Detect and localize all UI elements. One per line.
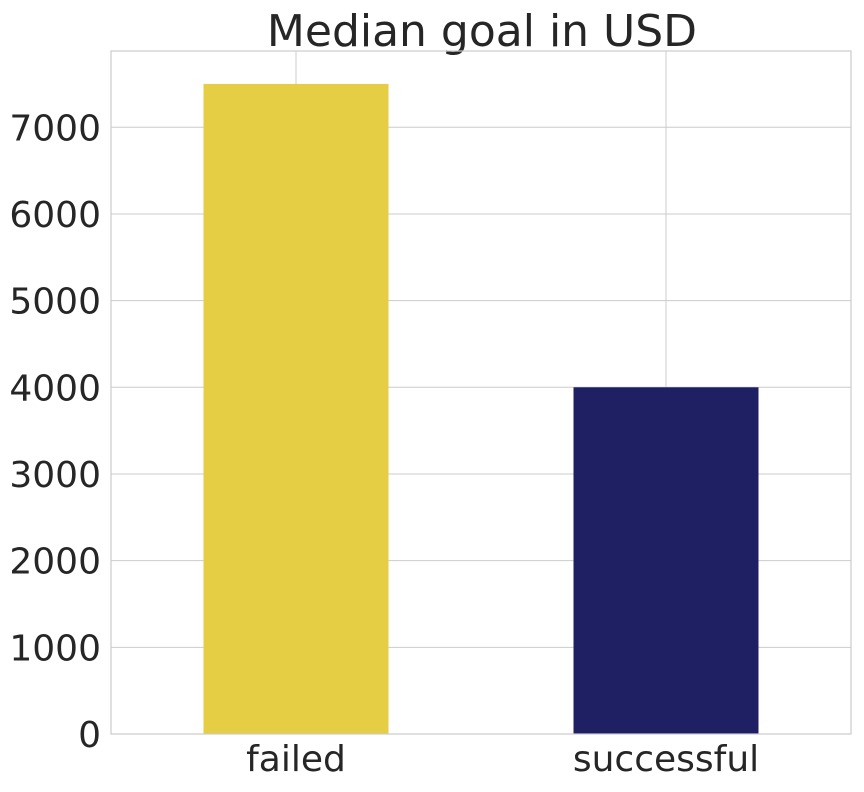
y-tick-label: 3000	[9, 455, 101, 496]
y-tick-label: 0	[78, 715, 101, 756]
bar-layer	[203, 83, 759, 735]
y-tick-label: 1000	[9, 628, 101, 669]
chart-title: Median goal in USD	[267, 6, 697, 57]
x-axis: failed successful	[246, 739, 759, 780]
y-tick-label: 4000	[9, 368, 101, 409]
y-axis: 0 1000 2000 3000 4000 5000 6000 7000	[9, 108, 101, 756]
y-tick-label: 6000	[9, 195, 101, 236]
y-tick-label: 7000	[9, 108, 101, 149]
bar-successful	[573, 387, 759, 734]
y-tick-label: 2000	[9, 542, 101, 583]
plot-frame	[110, 50, 852, 735]
bar-failed	[203, 83, 389, 735]
y-tick-label: 5000	[9, 282, 101, 323]
x-tick-label: successful	[573, 739, 759, 780]
x-tick-label: failed	[246, 739, 346, 780]
